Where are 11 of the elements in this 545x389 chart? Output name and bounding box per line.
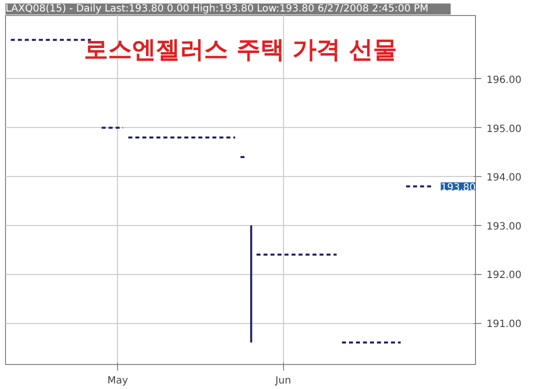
y-tick-label: 194.00 <box>486 172 522 184</box>
x-tick-label: Jun <box>274 376 292 386</box>
x-tick-label: May <box>107 376 128 386</box>
chart-subtitle: LAXQ08(15) - Daily Last:193.80 0.00 High:193.80 Low:193.80 6/27/2008 2:45:00 PM <box>6 4 428 14</box>
y-tick-label: 192.00 <box>486 270 522 282</box>
text: 로스엔젤러스 주택 가격 선물 <box>84 36 398 64</box>
y-tick-label: 191.00 <box>486 319 522 330</box>
y-tick-label: 195.00 <box>486 124 522 135</box>
y-tick-label: 193.00 <box>486 221 522 232</box>
annotation: 193.80 <box>440 182 476 194</box>
y-tick-label: 196.00 <box>486 74 522 86</box>
